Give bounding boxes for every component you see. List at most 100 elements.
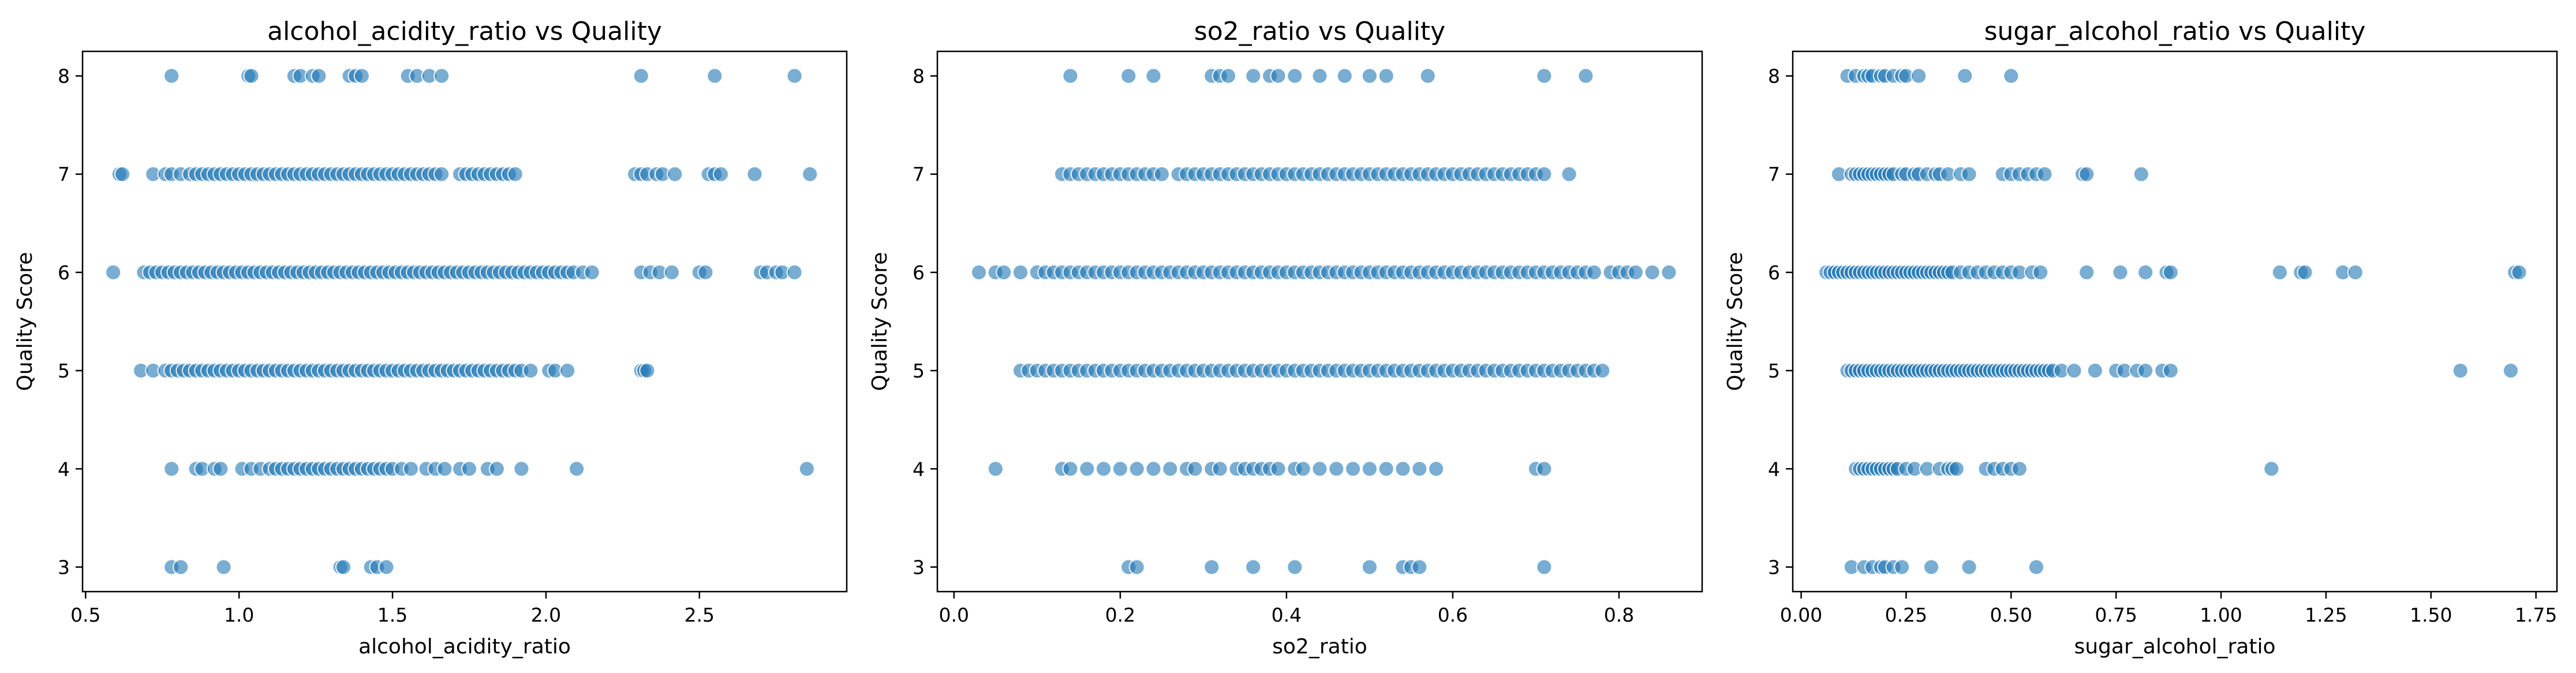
chart-title: sugar_alcohol_ratio vs Quality	[1984, 17, 2366, 46]
data-point	[1270, 68, 1287, 84]
data-point	[569, 461, 585, 477]
y-axis-label: Quality Score	[1723, 252, 1747, 391]
data-point	[996, 264, 1012, 281]
y-tick-label: 3	[58, 556, 70, 578]
y-axis-label: Quality Score	[868, 252, 892, 391]
data-point	[1394, 461, 1411, 477]
data-point	[2271, 264, 2288, 281]
data-point	[1419, 68, 1436, 84]
y-tick-label: 5	[58, 360, 70, 382]
data-point	[1245, 68, 1262, 84]
x-tick-label: 1.50	[2410, 604, 2452, 626]
data-point	[433, 166, 450, 182]
data-point	[1187, 461, 1203, 477]
data-point	[2078, 166, 2095, 182]
data-point	[1112, 461, 1128, 477]
x-axis-label: sugar_alcohol_ratio	[2074, 635, 2275, 659]
x-tick-label: 1.0	[224, 604, 254, 626]
data-point	[1128, 559, 1145, 575]
data-point	[2066, 362, 2083, 379]
data-point	[488, 461, 505, 477]
data-point	[1411, 461, 1428, 477]
data-point	[1287, 68, 1303, 84]
y-tick-label: 5	[1768, 360, 1780, 382]
data-point	[1203, 559, 1220, 575]
x-tick-label: 2.0	[531, 604, 561, 626]
y-tick-label: 4	[1768, 458, 1780, 480]
data-point	[639, 362, 656, 379]
data-point	[2137, 362, 2154, 379]
y-tick-label: 8	[1768, 65, 1780, 88]
y-tick-label: 4	[913, 458, 925, 480]
data-point	[1079, 461, 1096, 477]
data-point	[1923, 559, 1940, 575]
data-point	[114, 166, 131, 182]
data-point	[1644, 264, 1661, 281]
data-points	[105, 68, 818, 575]
x-tick-label: 0.00	[1780, 604, 1822, 626]
data-point	[2133, 166, 2149, 182]
data-point	[2032, 264, 2049, 281]
y-tick-label: 3	[1768, 556, 1780, 578]
data-point	[2452, 362, 2469, 379]
data-point	[1245, 559, 1262, 575]
plot-frame	[1792, 50, 2558, 593]
data-point	[2078, 264, 2095, 281]
data-point	[1162, 461, 1179, 477]
data-point	[971, 264, 988, 281]
data-point	[1287, 559, 1303, 575]
data-point	[522, 362, 539, 379]
data-point	[697, 264, 714, 281]
data-point	[1910, 68, 1927, 84]
data-point	[1957, 68, 1973, 84]
x-tick-label: 0.5	[70, 604, 100, 626]
x-tick-label: 0.8	[1604, 604, 1634, 626]
data-point	[1062, 68, 1079, 84]
data-point	[1378, 68, 1394, 84]
data-point	[663, 264, 680, 281]
data-point	[507, 166, 524, 182]
data-point	[1145, 68, 1162, 84]
data-point	[1536, 461, 1553, 477]
data-point	[105, 264, 122, 281]
data-point	[1328, 461, 1345, 477]
data-point	[2112, 264, 2129, 281]
data-point	[1062, 461, 1079, 477]
x-axis-label: so2_ratio	[1272, 635, 1367, 659]
data-points	[1818, 68, 2528, 575]
x-tick-label: 0.6	[1438, 604, 1468, 626]
x-tick-label: 0.2	[1105, 604, 1135, 626]
plot-area	[83, 51, 847, 592]
data-point	[786, 264, 803, 281]
y-tick-label: 6	[1768, 261, 1780, 284]
data-point	[2502, 362, 2519, 379]
data-point	[786, 68, 803, 84]
data-point	[802, 166, 818, 182]
y-tick-label: 6	[58, 261, 70, 284]
data-point	[2162, 264, 2179, 281]
data-points	[971, 68, 1677, 575]
x-tick-label: 1.75	[2515, 604, 2557, 626]
y-tick-label: 5	[913, 360, 925, 382]
y-tick-label: 6	[913, 261, 925, 284]
y-tick-label: 7	[58, 163, 70, 186]
data-point	[513, 461, 530, 477]
data-point	[1270, 461, 1287, 477]
data-point	[311, 68, 327, 84]
data-point	[667, 166, 683, 182]
data-point	[559, 362, 576, 379]
data-point	[1153, 166, 1170, 182]
data-point	[1586, 264, 1602, 281]
x-axis-label: alcohol_acidity_ratio	[358, 635, 571, 659]
data-point	[436, 461, 453, 477]
data-point	[378, 559, 395, 575]
data-point	[243, 68, 260, 84]
data-point	[212, 461, 229, 477]
data-point	[1361, 461, 1378, 477]
x-tick-label: 0.25	[1885, 604, 1927, 626]
x-tick-label: 1.5	[377, 604, 407, 626]
data-point	[1345, 461, 1362, 477]
y-tick-label: 7	[1768, 163, 1780, 186]
plot-area	[937, 51, 1702, 592]
data-point	[1295, 461, 1311, 477]
